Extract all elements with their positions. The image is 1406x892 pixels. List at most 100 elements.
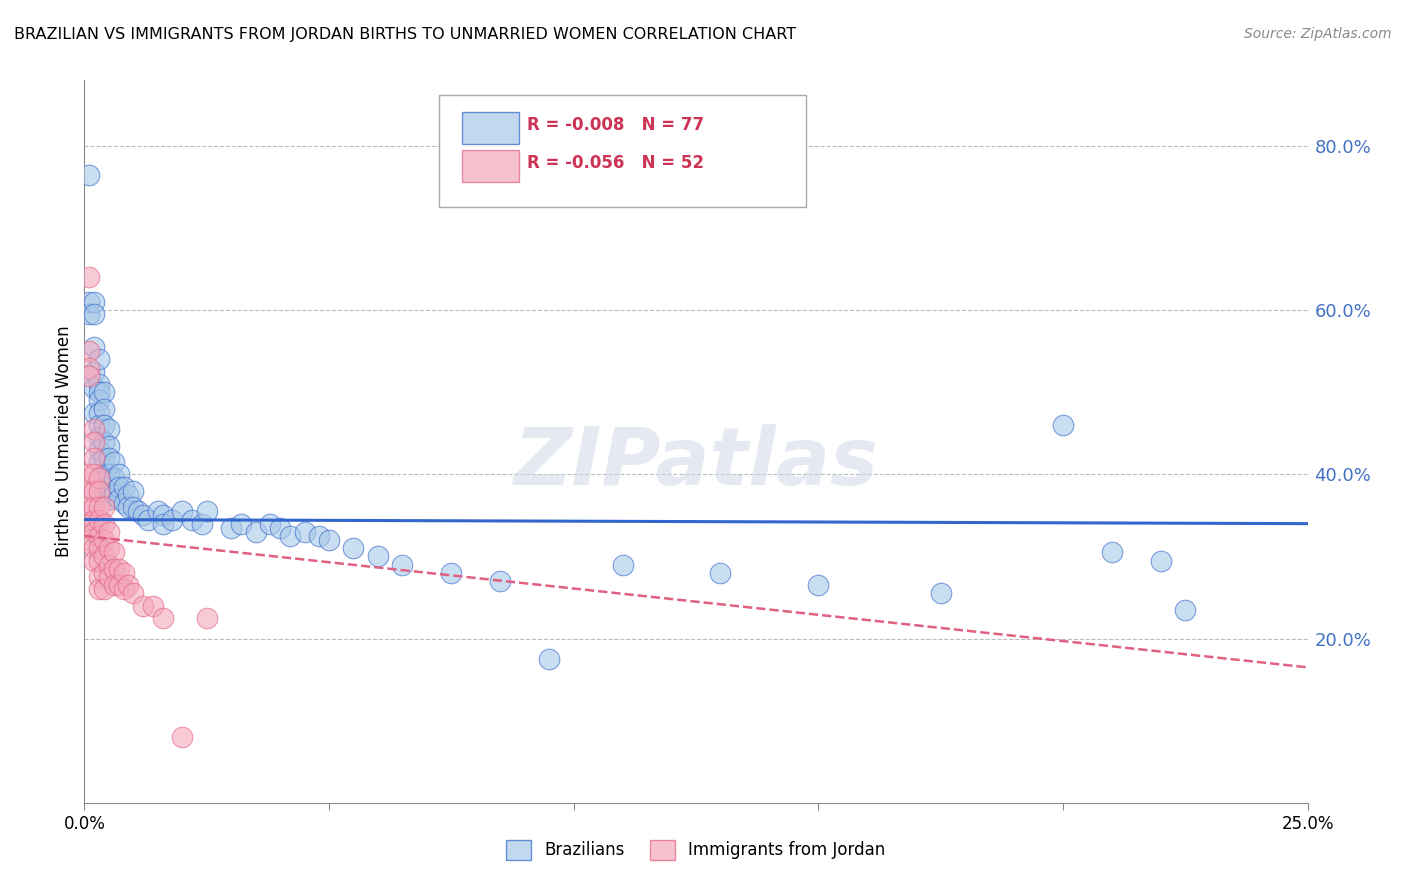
Point (77, 483, 100, 498)
Point (87, 570, 110, 584)
FancyBboxPatch shape (439, 95, 806, 207)
Point (929, 586, 952, 600)
Point (93, 483, 115, 498)
Point (195, 611, 218, 625)
Point (107, 467, 129, 482)
Point (97, 467, 120, 482)
Point (103, 455, 125, 469)
Point (83, 500, 105, 515)
Point (259, 516, 281, 531)
Point (93, 582, 115, 597)
Point (77, 368, 100, 383)
Point (107, 480, 129, 494)
Point (172, 730, 194, 744)
Point (87, 529, 110, 543)
Point (93, 500, 115, 515)
Point (103, 562, 125, 576)
Point (93, 401, 115, 416)
Point (93, 385, 115, 400)
Point (77, 467, 100, 482)
Point (83, 406, 105, 420)
Point (87, 377, 110, 392)
Point (83, 365, 105, 379)
Point (77, 533, 100, 547)
Point (342, 541, 364, 556)
Y-axis label: Births to Unmarried Women: Births to Unmarried Women (55, 326, 73, 558)
Point (195, 504, 218, 518)
Point (97, 570, 120, 584)
Point (93, 533, 115, 547)
Point (117, 500, 139, 515)
Point (807, 578, 830, 592)
Point (103, 488, 125, 502)
Point (83, 340, 105, 354)
Point (538, 652, 561, 666)
Point (93, 450, 115, 465)
Point (83, 553, 105, 567)
Point (1150, 553, 1173, 567)
Point (122, 483, 145, 498)
Point (146, 504, 169, 518)
Point (278, 529, 301, 543)
Point (269, 521, 291, 535)
Point (87, 553, 110, 567)
Point (103, 471, 125, 485)
Point (117, 578, 139, 592)
Point (172, 504, 194, 518)
Point (93, 434, 115, 449)
Point (136, 512, 159, 526)
FancyBboxPatch shape (463, 151, 519, 182)
Point (87, 393, 110, 408)
Point (87, 471, 110, 485)
Point (87, 430, 110, 444)
Point (93, 467, 115, 482)
Point (97, 439, 120, 453)
Point (107, 491, 129, 506)
Point (308, 529, 330, 543)
Point (152, 516, 174, 531)
Point (83, 422, 105, 436)
Point (709, 566, 731, 580)
Point (97, 450, 120, 465)
Point (152, 508, 174, 523)
Point (97, 491, 120, 506)
Point (77, 360, 100, 375)
Point (191, 516, 214, 531)
Point (127, 504, 149, 518)
Point (87, 512, 110, 526)
Point (83, 512, 105, 526)
Point (83, 434, 105, 449)
Point (181, 512, 204, 526)
Point (83, 450, 105, 465)
Point (132, 508, 155, 523)
Point (87, 483, 110, 498)
Text: ZIPatlas: ZIPatlas (513, 425, 879, 502)
Point (112, 566, 135, 580)
Text: BRAZILIAN VS IMMIGRANTS FROM JORDAN BIRTHS TO UNMARRIED WOMEN CORRELATION CHART: BRAZILIAN VS IMMIGRANTS FROM JORDAN BIRT… (14, 27, 796, 42)
FancyBboxPatch shape (463, 112, 519, 144)
Text: Source: ZipAtlas.com: Source: ZipAtlas.com (1244, 27, 1392, 41)
Point (122, 500, 145, 515)
Point (112, 496, 135, 510)
Point (103, 578, 125, 592)
Legend: Brazilians, Immigrants from Jordan: Brazilians, Immigrants from Jordan (499, 833, 893, 867)
Point (83, 483, 105, 498)
Point (367, 549, 389, 564)
Point (152, 611, 174, 625)
Point (97, 524, 120, 539)
Point (87, 582, 110, 597)
Point (77, 500, 100, 515)
Point (107, 562, 129, 576)
Point (97, 541, 120, 556)
Point (77, 168, 100, 182)
Point (97, 558, 120, 572)
Point (87, 418, 110, 433)
Point (83, 381, 105, 395)
Point (87, 352, 110, 367)
Point (112, 582, 135, 597)
Text: R = -0.056   N = 52: R = -0.056 N = 52 (527, 154, 704, 172)
Point (83, 307, 105, 321)
Point (87, 500, 110, 515)
Point (87, 406, 110, 420)
Point (1174, 603, 1197, 617)
